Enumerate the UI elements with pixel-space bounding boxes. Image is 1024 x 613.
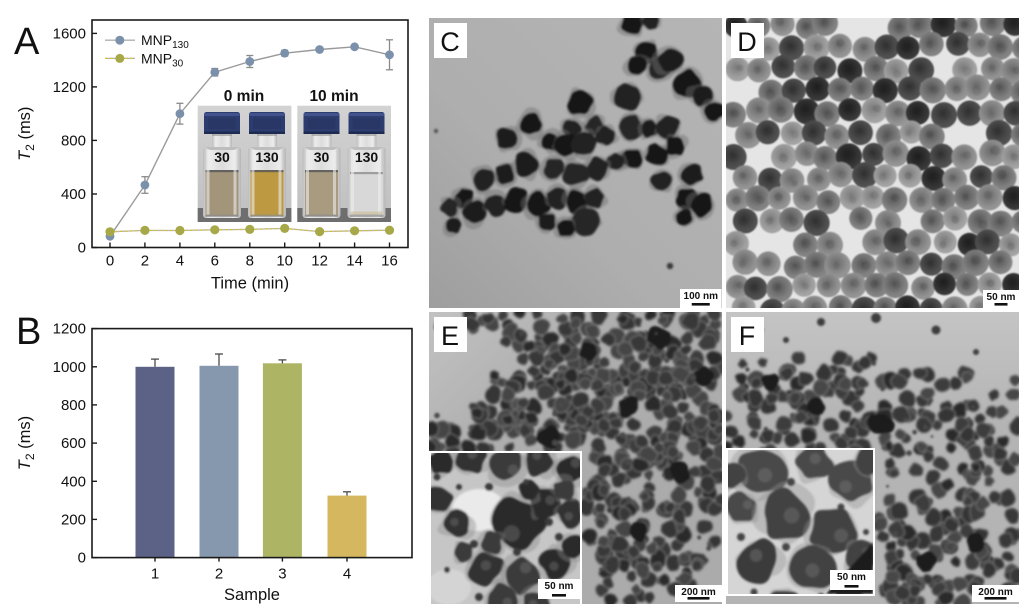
svg-text:10 min: 10 min xyxy=(309,88,358,105)
svg-text:0 min: 0 min xyxy=(224,88,264,105)
svg-text:0: 0 xyxy=(78,550,86,567)
svg-text:100 nm: 100 nm xyxy=(684,291,719,302)
svg-text:1600: 1600 xyxy=(53,25,86,42)
svg-text:6: 6 xyxy=(211,253,219,270)
svg-text:50 nm: 50 nm xyxy=(545,581,574,592)
svg-text:1: 1 xyxy=(151,566,159,583)
svg-text:Time (min): Time (min) xyxy=(211,275,289,293)
svg-text:16: 16 xyxy=(381,253,398,270)
svg-text:200 nm: 200 nm xyxy=(681,587,716,598)
svg-text:400: 400 xyxy=(61,473,86,490)
svg-text:50 nm: 50 nm xyxy=(987,292,1016,303)
svg-text:MNP130: MNP130 xyxy=(141,32,189,51)
svg-text:T2 (ms): T2 (ms) xyxy=(16,416,37,470)
svg-text:B: B xyxy=(16,311,41,353)
svg-text:10: 10 xyxy=(276,253,293,270)
svg-text:14: 14 xyxy=(346,253,363,270)
svg-text:0: 0 xyxy=(106,253,114,270)
svg-text:50 nm: 50 nm xyxy=(837,572,866,583)
svg-text:1200: 1200 xyxy=(53,321,86,338)
svg-text:400: 400 xyxy=(61,186,86,203)
svg-text:E: E xyxy=(441,321,459,351)
svg-text:0: 0 xyxy=(78,240,86,257)
svg-text:800: 800 xyxy=(61,397,86,414)
svg-text:4: 4 xyxy=(176,253,184,270)
svg-text:Sample: Sample xyxy=(224,586,280,604)
svg-text:800: 800 xyxy=(61,132,86,149)
svg-text:1000: 1000 xyxy=(53,359,86,376)
svg-text:2: 2 xyxy=(141,253,149,270)
svg-text:MNP30: MNP30 xyxy=(141,50,184,69)
svg-text:200: 200 xyxy=(61,511,86,528)
svg-text:1200: 1200 xyxy=(53,79,86,96)
svg-text:3: 3 xyxy=(278,566,286,583)
svg-text:8: 8 xyxy=(246,253,254,270)
svg-text:F: F xyxy=(739,321,756,351)
svg-text:12: 12 xyxy=(311,253,328,270)
svg-text:2: 2 xyxy=(215,566,223,583)
svg-text:A: A xyxy=(14,21,40,63)
svg-text:30: 30 xyxy=(214,149,230,165)
svg-text:C: C xyxy=(440,27,460,57)
svg-text:600: 600 xyxy=(61,435,86,452)
svg-text:200 nm: 200 nm xyxy=(978,587,1013,598)
svg-text:130: 130 xyxy=(355,149,379,165)
svg-text:130: 130 xyxy=(255,149,279,165)
svg-text:4: 4 xyxy=(343,566,351,583)
svg-text:D: D xyxy=(737,27,757,57)
svg-text:30: 30 xyxy=(314,149,330,165)
svg-text:T2 (ms): T2 (ms) xyxy=(16,107,37,161)
